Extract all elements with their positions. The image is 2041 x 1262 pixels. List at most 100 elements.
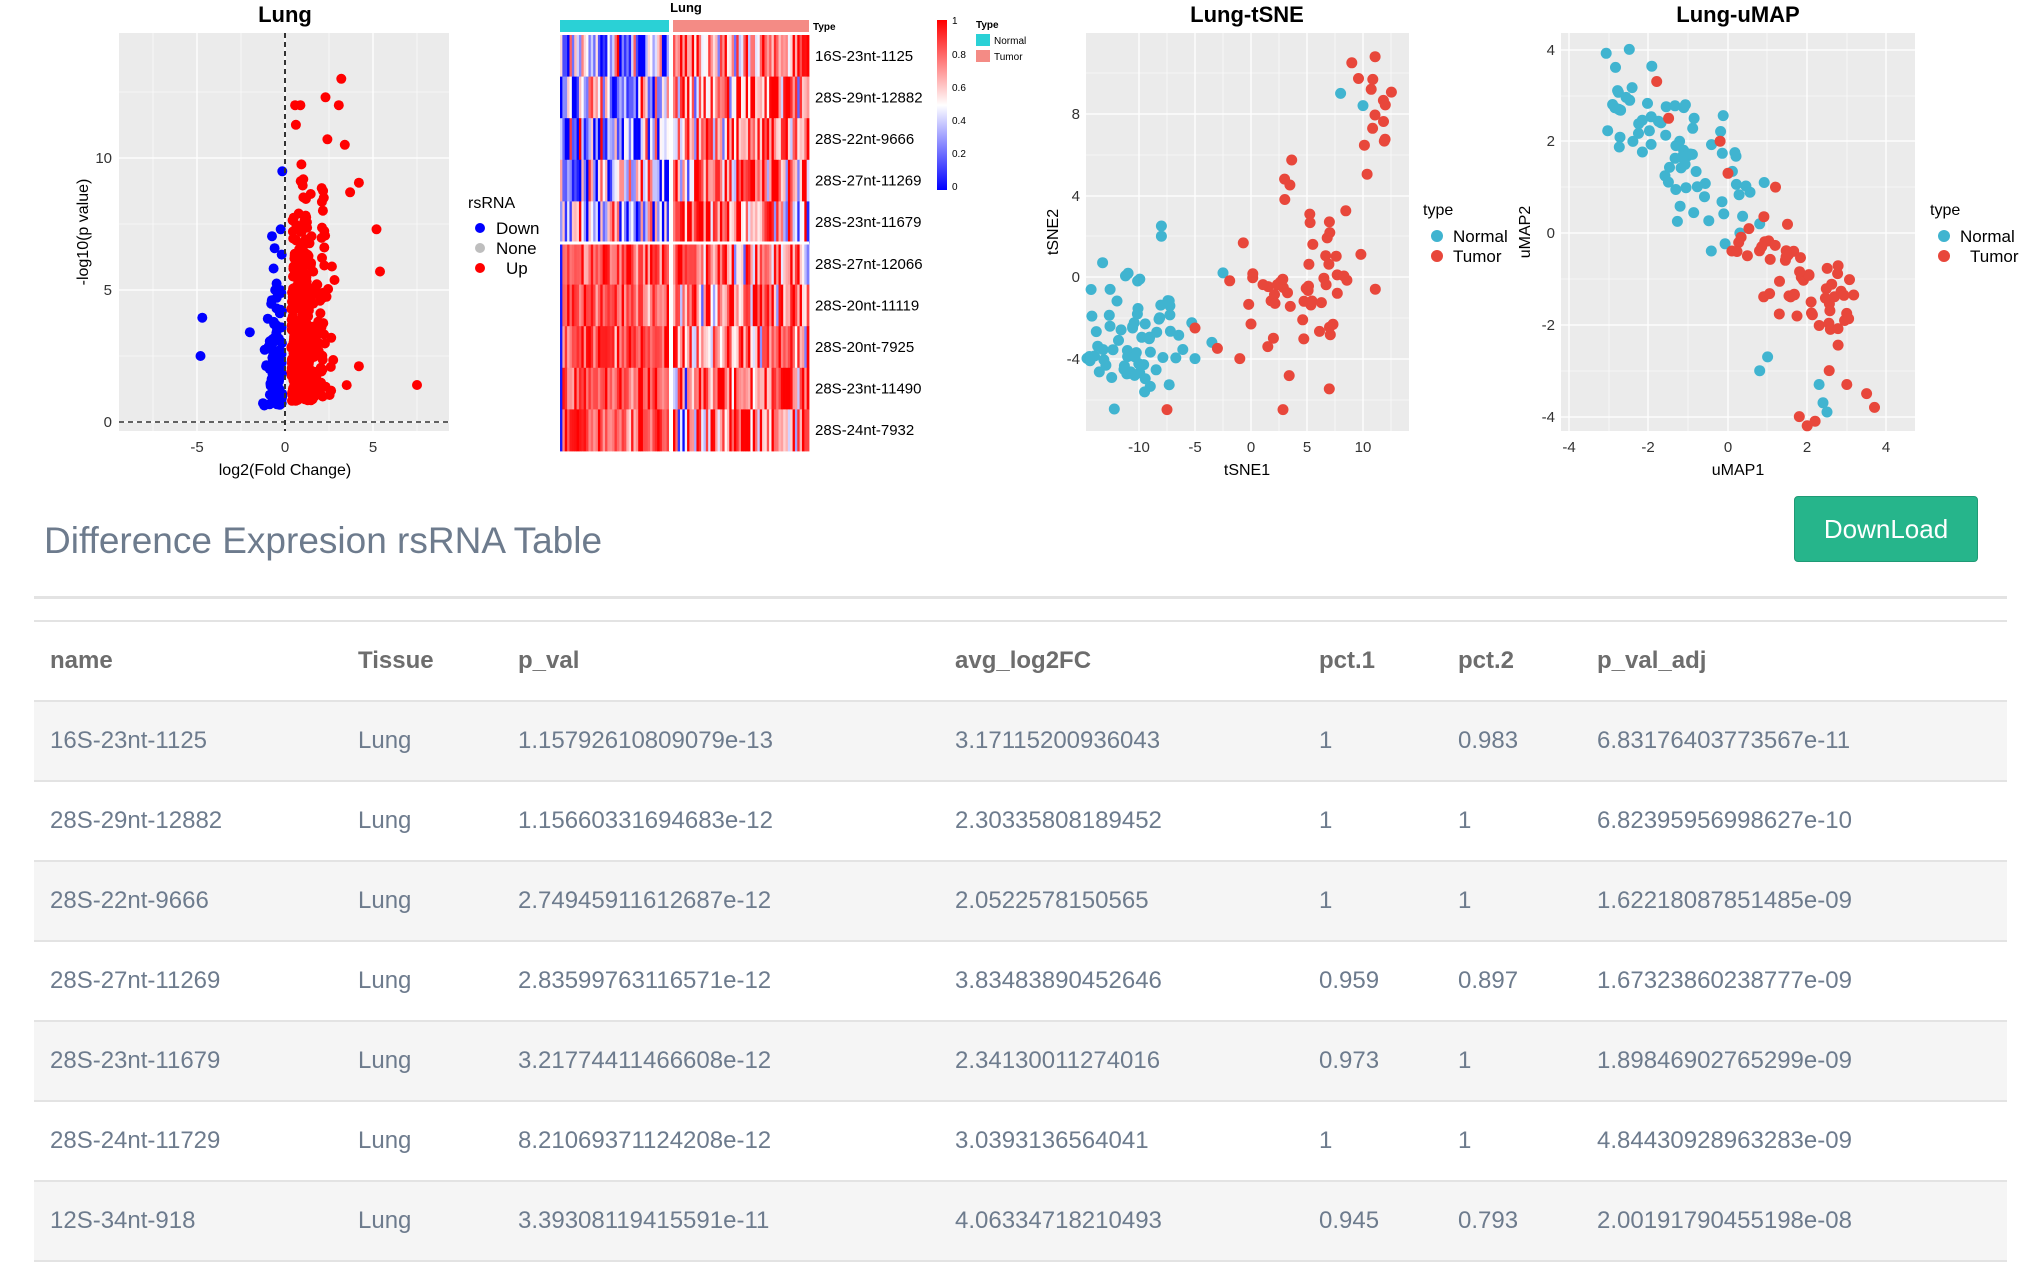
heatmap-cell xyxy=(657,243,660,285)
volcano-point-down xyxy=(266,295,277,306)
heatmap-cell xyxy=(638,35,641,77)
heatmap-cell xyxy=(626,118,630,161)
tsne-point-tumor xyxy=(1267,332,1279,344)
heatmap-cell xyxy=(682,367,686,410)
heatmap-cell xyxy=(590,284,594,327)
heatmap-cell xyxy=(595,35,599,77)
heatmap-cell xyxy=(722,159,725,202)
heatmap-cell xyxy=(806,367,810,410)
table-row[interactable]: 16S-23nt-1125 Lung 1.15792610809079e-13 … xyxy=(34,701,2007,782)
heatmap-cell xyxy=(759,409,763,452)
heatmap-cell xyxy=(645,118,649,161)
cell-p-val: 2.83599763116571e-12 xyxy=(502,941,939,1022)
col-header-p-val-adj[interactable]: p_val_adj xyxy=(1581,620,2007,702)
tsne-point-tumor xyxy=(1298,333,1310,345)
heatmap-cell xyxy=(682,35,686,77)
heatmap-cell xyxy=(783,409,786,452)
heatmap-cell xyxy=(738,118,742,161)
heatmap-cell xyxy=(703,118,707,161)
heatmap-cell xyxy=(569,409,573,452)
heatmap-cell xyxy=(750,326,754,369)
heatmap-cell xyxy=(733,367,737,410)
volcano-point-up xyxy=(287,215,298,226)
cell-pct2: 1 xyxy=(1442,781,1581,862)
heatmap-cell xyxy=(569,118,573,161)
table-row[interactable]: 28S-22nt-9666 Lung 2.74945911612687e-12 … xyxy=(34,861,2007,942)
volcano-point-up xyxy=(316,232,327,243)
heatmap-cell xyxy=(743,118,747,161)
tsne-point-normal xyxy=(1093,366,1105,378)
heatmap-cell xyxy=(574,201,577,244)
umap-point-tumor xyxy=(1823,317,1835,329)
heatmap-cell xyxy=(757,118,761,161)
heatmap-cell xyxy=(769,367,772,410)
heatmap-cell xyxy=(766,118,770,161)
heatmap-cell xyxy=(583,159,587,202)
heatmap-cell xyxy=(664,243,668,285)
tsne-point-tumor xyxy=(1378,116,1389,127)
table-row[interactable]: 12S-34nt-918 Lung 3.39308119415591e-11 4… xyxy=(34,1181,2007,1262)
heatmap-cell xyxy=(715,243,718,285)
tsne-plot: Lung-tSNE -10 -5 0 5 10 -4 0 4 8 tSNE1 t… xyxy=(1040,0,1520,480)
volcano-point-up xyxy=(287,226,298,237)
heatmap-cell xyxy=(654,367,658,410)
tsne-point-normal xyxy=(1163,379,1175,391)
heatmap-legend-title: Type xyxy=(976,20,999,31)
heatmap-cell xyxy=(733,76,737,119)
heatmap-cell xyxy=(628,367,632,410)
heatmap-cell xyxy=(698,326,702,369)
heatmap-cell xyxy=(726,35,730,77)
heatmap-cell xyxy=(614,284,618,327)
heatmap-row-label: 28S-27nt-11269 xyxy=(815,173,921,190)
tsne-point-tumor xyxy=(1307,238,1319,250)
tsne-point-tumor xyxy=(1355,248,1367,260)
heatmap-cell xyxy=(691,159,695,202)
col-header-avg-log2fc[interactable]: avg_log2FC xyxy=(939,620,1303,702)
heatmap-cell xyxy=(564,35,568,77)
heatmap-cell xyxy=(762,284,765,327)
heatmap-cell xyxy=(787,201,791,244)
heatmap-cell xyxy=(806,284,810,327)
cell-p-val: 8.21069371124208e-12 xyxy=(502,1101,939,1182)
heatmap-cell xyxy=(593,326,596,369)
umap-xtick: -4 xyxy=(1562,439,1575,456)
col-header-tissue[interactable]: Tissue xyxy=(342,620,502,702)
umap-point-tumor xyxy=(1756,241,1768,253)
heatmap-cell xyxy=(806,243,810,285)
table-row[interactable]: 28S-23nt-11679 Lung 3.21774411466608e-12… xyxy=(34,1021,2007,1102)
col-header-name[interactable]: name xyxy=(34,620,342,702)
volcano-point-up xyxy=(320,92,331,103)
table-row[interactable]: 28S-24nt-11729 Lung 8.21069371124208e-12… xyxy=(34,1101,2007,1182)
heatmap-cell xyxy=(757,35,761,77)
col-header-p-val[interactable]: p_val xyxy=(502,620,939,702)
umap-point-tumor xyxy=(1832,268,1844,280)
heatmap-cell xyxy=(666,201,670,244)
table-row[interactable]: 28S-29nt-12882 Lung 1.15660331694683e-12… xyxy=(34,781,2007,862)
heatmap-cell xyxy=(778,76,782,119)
heatmap-cell xyxy=(731,284,735,327)
heatmap-cell xyxy=(708,326,711,369)
heatmap-cell xyxy=(574,326,577,369)
heatmap-cell xyxy=(708,118,711,161)
volcano-point-up xyxy=(317,205,328,216)
download-button[interactable]: DownLoad xyxy=(1794,496,1978,562)
heatmap-cell xyxy=(607,201,611,244)
heatmap-cell xyxy=(696,76,700,119)
heatmap-cell xyxy=(586,76,589,119)
heatmap-cell xyxy=(609,159,613,202)
heatmap-cell xyxy=(595,159,599,202)
heatmap-cell xyxy=(797,118,801,161)
heatmap-cell xyxy=(752,243,756,285)
table-row[interactable]: 28S-27nt-11269 Lung 2.83599763116571e-12… xyxy=(34,941,2007,1022)
heatmap-cell xyxy=(609,284,613,327)
heatmap-cell xyxy=(661,284,665,327)
col-header-pct2[interactable]: pct.2 xyxy=(1442,620,1581,702)
col-header-pct1[interactable]: pct.1 xyxy=(1303,620,1442,702)
volcano-point-up xyxy=(287,311,298,321)
heatmap-cell xyxy=(628,284,632,327)
heatmap-cell xyxy=(780,118,784,161)
heatmap-cell xyxy=(778,409,782,452)
heatmap-cell xyxy=(750,201,754,244)
heatmap-cell xyxy=(642,201,646,244)
umap-point-normal xyxy=(1613,141,1625,153)
